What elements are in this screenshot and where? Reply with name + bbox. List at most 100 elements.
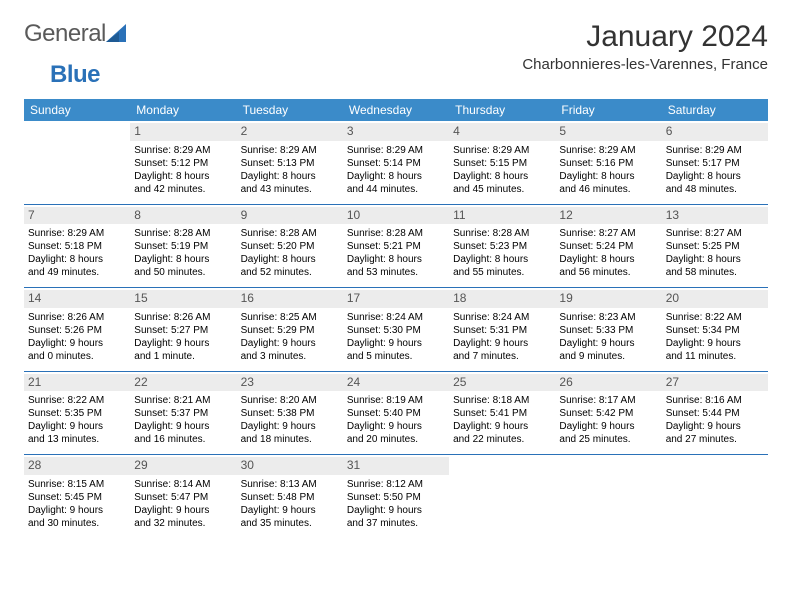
day-number: 18 <box>449 290 555 308</box>
daylight-text: and 22 minutes. <box>453 433 551 446</box>
location-label: Charbonnieres-les-Varennes, France <box>522 56 768 73</box>
sunrise-text: Sunrise: 8:29 AM <box>134 144 232 157</box>
daylight-text: and 9 minutes. <box>559 350 657 363</box>
daylight-text: and 56 minutes. <box>559 266 657 279</box>
daylight-text: and 58 minutes. <box>666 266 764 279</box>
daylight-text: and 30 minutes. <box>28 517 126 530</box>
day-number: 7 <box>24 207 130 225</box>
sunset-text: Sunset: 5:40 PM <box>347 407 445 420</box>
calendar-day-cell: 9 Sunrise: 8:28 AMSunset: 5:20 PMDaylight… <box>237 204 343 288</box>
sunrise-text: Sunrise: 8:23 AM <box>559 311 657 324</box>
logo-triangle-icon <box>106 24 126 47</box>
sunset-text: Sunset: 5:12 PM <box>134 157 232 170</box>
calendar-day-cell: 1Sunrise: 8:29 AMSunset: 5:12 PMDaylight… <box>130 121 236 204</box>
day-number: 22 <box>130 374 236 392</box>
sunset-text: Sunset: 5:47 PM <box>134 491 232 504</box>
daylight-text: Daylight: 8 hours <box>453 253 551 266</box>
day-number: 5 <box>555 123 661 141</box>
sunset-text: Sunset: 5:20 PM <box>241 240 339 253</box>
daylight-text: Daylight: 9 hours <box>559 337 657 350</box>
sunrise-text: Sunrise: 8:18 AM <box>453 394 551 407</box>
day-number: 11 <box>449 207 555 225</box>
sunset-text: Sunset: 5:33 PM <box>559 324 657 337</box>
sunset-text: Sunset: 5:27 PM <box>134 324 232 337</box>
daylight-text: and 43 minutes. <box>241 183 339 196</box>
sunset-text: Sunset: 5:16 PM <box>559 157 657 170</box>
sunset-text: Sunset: 5:34 PM <box>666 324 764 337</box>
sunrise-text: Sunrise: 8:25 AM <box>241 311 339 324</box>
calendar-week-row: 14Sunrise: 8:26 AMSunset: 5:26 PMDayligh… <box>24 288 768 372</box>
sunset-text: Sunset: 5:24 PM <box>559 240 657 253</box>
daylight-text: Daylight: 8 hours <box>347 170 445 183</box>
daylight-text: and 3 minutes. <box>241 350 339 363</box>
sunrise-text: Sunrise: 8:19 AM <box>347 394 445 407</box>
day-number: 3 <box>343 123 449 141</box>
sunrise-text: Sunrise: 8:24 AM <box>453 311 551 324</box>
calendar-day-cell <box>449 455 555 538</box>
daylight-text: Daylight: 9 hours <box>28 504 126 517</box>
daylight-text: Daylight: 8 hours <box>559 170 657 183</box>
sunrise-text: Sunrise: 8:28 AM <box>241 227 339 240</box>
sunset-text: Sunset: 5:37 PM <box>134 407 232 420</box>
daylight-text: and 53 minutes. <box>347 266 445 279</box>
daylight-text: Daylight: 9 hours <box>666 420 764 433</box>
calendar-week-row: 1Sunrise: 8:29 AMSunset: 5:12 PMDaylight… <box>24 121 768 204</box>
calendar-day-cell <box>24 121 130 204</box>
daylight-text: and 42 minutes. <box>134 183 232 196</box>
sunrise-text: Sunrise: 8:28 AM <box>453 227 551 240</box>
sunrise-text: Sunrise: 8:27 AM <box>559 227 657 240</box>
logo-general-text: General <box>24 20 106 48</box>
daylight-text: Daylight: 8 hours <box>241 253 339 266</box>
calendar-day-cell: 28Sunrise: 8:15 AMSunset: 5:45 PMDayligh… <box>24 455 130 538</box>
sunset-text: Sunset: 5:45 PM <box>28 491 126 504</box>
daylight-text: Daylight: 9 hours <box>347 504 445 517</box>
calendar-day-cell <box>555 455 661 538</box>
calendar-day-cell <box>662 455 768 538</box>
day-number: 29 <box>130 457 236 475</box>
daylight-text: and 0 minutes. <box>28 350 126 363</box>
calendar-day-cell: 20Sunrise: 8:22 AMSunset: 5:34 PMDayligh… <box>662 288 768 372</box>
sunset-text: Sunset: 5:19 PM <box>134 240 232 253</box>
calendar-day-cell: 15Sunrise: 8:26 AMSunset: 5:27 PMDayligh… <box>130 288 236 372</box>
sunset-text: Sunset: 5:29 PM <box>241 324 339 337</box>
day-number: 9 <box>237 207 343 225</box>
day-number: 24 <box>343 374 449 392</box>
sunset-text: Sunset: 5:41 PM <box>453 407 551 420</box>
daylight-text: Daylight: 9 hours <box>453 420 551 433</box>
calendar-week-row: 21Sunrise: 8:22 AMSunset: 5:35 PMDayligh… <box>24 371 768 455</box>
daylight-text: Daylight: 8 hours <box>559 253 657 266</box>
day-number: 21 <box>24 374 130 392</box>
daylight-text: and 16 minutes. <box>134 433 232 446</box>
day-number: 12 <box>555 207 661 225</box>
calendar-day-cell: 5 Sunrise: 8:29 AMSunset: 5:16 PMDaylight… <box>555 121 661 204</box>
daylight-text: Daylight: 9 hours <box>134 420 232 433</box>
weekday-header: Monday <box>130 99 236 121</box>
daylight-text: and 52 minutes. <box>241 266 339 279</box>
daylight-text: and 20 minutes. <box>347 433 445 446</box>
daylight-text: Daylight: 9 hours <box>28 337 126 350</box>
weekday-header: Tuesday <box>237 99 343 121</box>
sunrise-text: Sunrise: 8:28 AM <box>347 227 445 240</box>
calendar-day-cell: 29Sunrise: 8:14 AMSunset: 5:47 PMDayligh… <box>130 455 236 538</box>
sunrise-text: Sunrise: 8:29 AM <box>559 144 657 157</box>
sunrise-text: Sunrise: 8:24 AM <box>347 311 445 324</box>
calendar-day-cell: 12 Sunrise: 8:27 AMSunset: 5:24 PMDayligh… <box>555 204 661 288</box>
daylight-text: and 11 minutes. <box>666 350 764 363</box>
sunrise-text: Sunrise: 8:20 AM <box>241 394 339 407</box>
calendar-day-cell: 22Sunrise: 8:21 AMSunset: 5:37 PMDayligh… <box>130 371 236 455</box>
calendar-table: SundayMondayTuesdayWednesdayThursdayFrid… <box>24 99 768 538</box>
sunset-text: Sunset: 5:30 PM <box>347 324 445 337</box>
daylight-text: Daylight: 9 hours <box>28 420 126 433</box>
daylight-text: Daylight: 8 hours <box>28 253 126 266</box>
daylight-text: and 18 minutes. <box>241 433 339 446</box>
sunset-text: Sunset: 5:31 PM <box>453 324 551 337</box>
day-number: 31 <box>343 457 449 475</box>
sunrise-text: Sunrise: 8:14 AM <box>134 478 232 491</box>
sunset-text: Sunset: 5:18 PM <box>28 240 126 253</box>
daylight-text: and 55 minutes. <box>453 266 551 279</box>
sunrise-text: Sunrise: 8:29 AM <box>453 144 551 157</box>
calendar-day-cell: 14Sunrise: 8:26 AMSunset: 5:26 PMDayligh… <box>24 288 130 372</box>
daylight-text: Daylight: 9 hours <box>347 420 445 433</box>
day-number: 20 <box>662 290 768 308</box>
logo: General <box>24 20 128 48</box>
